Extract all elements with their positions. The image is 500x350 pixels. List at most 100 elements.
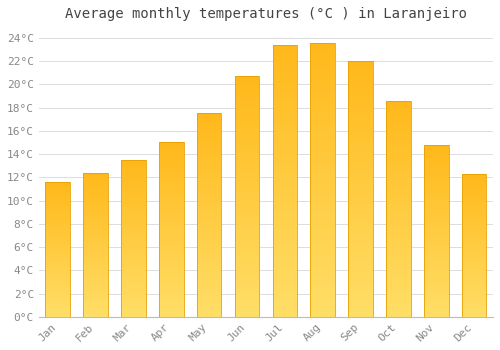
- Bar: [121, 238, 146, 242]
- Bar: [159, 286, 184, 289]
- Bar: [46, 298, 70, 301]
- Bar: [46, 228, 70, 231]
- Bar: [386, 295, 410, 300]
- Bar: [348, 71, 373, 77]
- Bar: [272, 132, 297, 137]
- Bar: [197, 118, 222, 121]
- Bar: [386, 204, 410, 209]
- Bar: [197, 256, 222, 260]
- Bar: [348, 281, 373, 286]
- Bar: [159, 233, 184, 237]
- Bar: [197, 223, 222, 227]
- Bar: [234, 201, 260, 206]
- Bar: [197, 113, 222, 118]
- Bar: [121, 264, 146, 267]
- Bar: [310, 76, 335, 81]
- Bar: [272, 45, 297, 317]
- Bar: [197, 162, 222, 166]
- Bar: [424, 179, 448, 183]
- Bar: [424, 220, 448, 224]
- Bar: [84, 248, 108, 251]
- Bar: [424, 262, 448, 265]
- Bar: [348, 133, 373, 138]
- Bar: [197, 284, 222, 288]
- Bar: [84, 279, 108, 282]
- Bar: [84, 294, 108, 297]
- Bar: [159, 240, 184, 244]
- Bar: [234, 206, 260, 211]
- Bar: [310, 64, 335, 70]
- Bar: [386, 230, 410, 235]
- Bar: [348, 301, 373, 307]
- Bar: [348, 128, 373, 133]
- Bar: [234, 264, 260, 269]
- Bar: [234, 216, 260, 220]
- Bar: [310, 257, 335, 262]
- Bar: [386, 161, 410, 166]
- Bar: [310, 207, 335, 212]
- Bar: [310, 158, 335, 163]
- Bar: [121, 260, 146, 264]
- Bar: [46, 193, 70, 196]
- Bar: [46, 258, 70, 260]
- Bar: [462, 260, 486, 262]
- Bar: [272, 99, 297, 105]
- Bar: [197, 199, 222, 203]
- Bar: [272, 289, 297, 295]
- Bar: [348, 148, 373, 153]
- Bar: [272, 235, 297, 241]
- Bar: [310, 234, 335, 240]
- Bar: [424, 269, 448, 272]
- Bar: [234, 105, 260, 110]
- Bar: [159, 313, 184, 317]
- Bar: [234, 115, 260, 120]
- Bar: [159, 170, 184, 174]
- Bar: [197, 170, 222, 174]
- Bar: [386, 243, 410, 248]
- Bar: [121, 160, 146, 317]
- Bar: [424, 214, 448, 217]
- Bar: [234, 144, 260, 148]
- Bar: [234, 153, 260, 158]
- Bar: [197, 191, 222, 195]
- Bar: [272, 72, 297, 77]
- Bar: [46, 231, 70, 233]
- Bar: [46, 252, 70, 255]
- Bar: [462, 314, 486, 317]
- Bar: [348, 107, 373, 112]
- Bar: [159, 184, 184, 188]
- Bar: [197, 203, 222, 207]
- Bar: [348, 276, 373, 281]
- Bar: [84, 178, 108, 181]
- Bar: [348, 199, 373, 204]
- Bar: [348, 209, 373, 215]
- Bar: [197, 142, 222, 146]
- Bar: [121, 273, 146, 276]
- Bar: [197, 301, 222, 304]
- Bar: [121, 288, 146, 292]
- Bar: [462, 223, 486, 225]
- Bar: [159, 202, 184, 205]
- Bar: [84, 193, 108, 196]
- Bar: [46, 309, 70, 312]
- Bar: [424, 293, 448, 296]
- Bar: [386, 313, 410, 317]
- Bar: [159, 216, 184, 219]
- Bar: [462, 237, 486, 240]
- Bar: [462, 277, 486, 280]
- Bar: [84, 256, 108, 259]
- Bar: [46, 182, 70, 317]
- Bar: [46, 295, 70, 298]
- Bar: [310, 191, 335, 196]
- Bar: [348, 117, 373, 122]
- Bar: [159, 251, 184, 254]
- Bar: [197, 158, 222, 162]
- Bar: [234, 278, 260, 283]
- Bar: [46, 247, 70, 250]
- Bar: [272, 268, 297, 273]
- Bar: [462, 257, 486, 260]
- Bar: [46, 287, 70, 290]
- Bar: [348, 189, 373, 194]
- Bar: [272, 56, 297, 61]
- Bar: [386, 287, 410, 291]
